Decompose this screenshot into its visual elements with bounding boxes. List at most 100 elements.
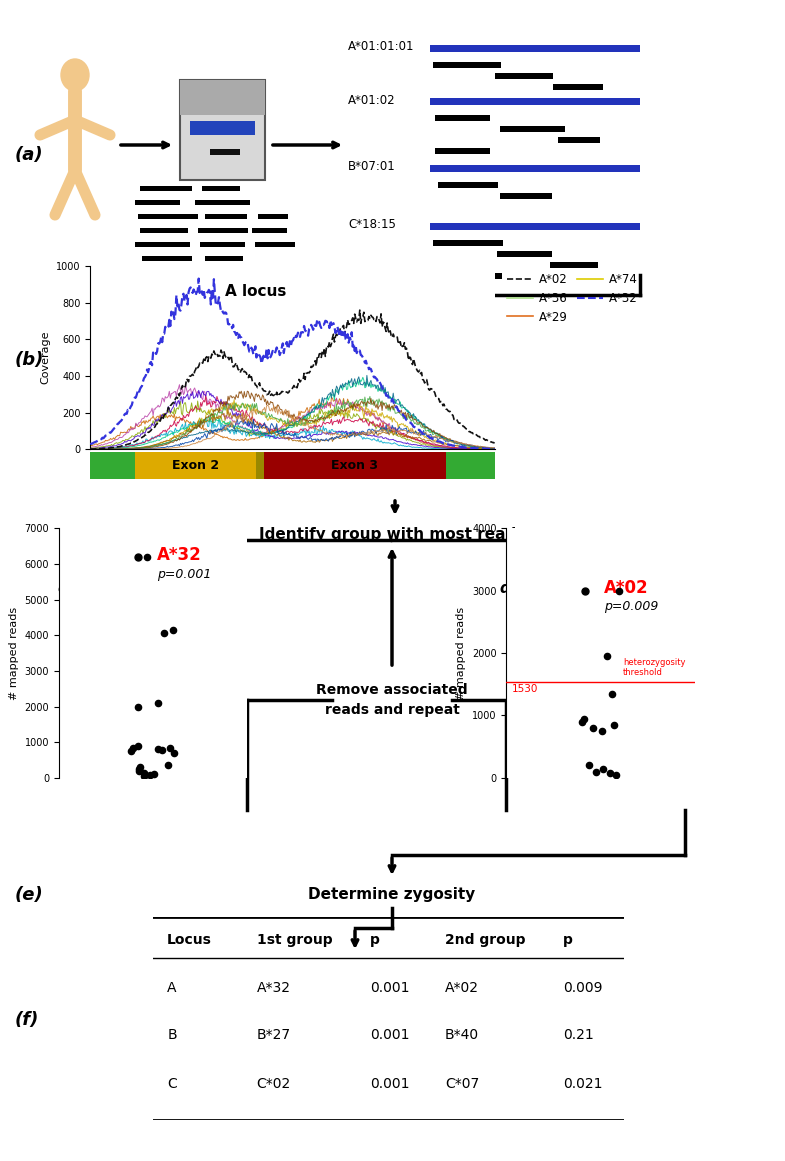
Bar xyxy=(205,214,247,219)
Point xyxy=(613,582,626,600)
Text: Remove associated: Remove associated xyxy=(316,683,468,697)
Bar xyxy=(140,284,188,289)
Text: 1530: 1530 xyxy=(512,684,539,694)
Point xyxy=(152,740,164,758)
Bar xyxy=(205,255,243,261)
Point xyxy=(596,722,608,741)
Bar xyxy=(135,241,190,247)
Point xyxy=(141,548,154,567)
Text: A: A xyxy=(167,981,177,995)
Bar xyxy=(433,62,501,68)
Text: C*18:15: C*18:15 xyxy=(348,218,396,231)
Text: heterozygosity
threshold: heterozygosity threshold xyxy=(623,658,685,677)
Text: reads and repeat: reads and repeat xyxy=(324,704,459,717)
Bar xyxy=(190,121,255,135)
Text: B*27: B*27 xyxy=(257,1027,290,1043)
Text: Exon 2: Exon 2 xyxy=(172,459,219,473)
Point xyxy=(575,713,588,731)
Point xyxy=(578,709,590,728)
Bar xyxy=(495,73,553,79)
Bar xyxy=(497,251,552,257)
Text: 0.001: 0.001 xyxy=(370,981,409,995)
Bar xyxy=(264,452,446,479)
Bar xyxy=(430,223,640,230)
Text: p=0.001: p=0.001 xyxy=(157,568,211,582)
Text: p=0.009: p=0.009 xyxy=(604,600,659,613)
Bar xyxy=(553,84,603,91)
Text: c) iteration 1: c) iteration 1 xyxy=(58,580,170,596)
Text: B: B xyxy=(167,1027,177,1043)
Point xyxy=(125,742,137,760)
Bar xyxy=(256,452,264,479)
Text: A*32: A*32 xyxy=(157,546,202,564)
Bar xyxy=(140,186,192,192)
Bar xyxy=(430,45,640,52)
Point xyxy=(157,625,170,643)
FancyBboxPatch shape xyxy=(180,80,265,180)
Bar xyxy=(250,271,282,275)
Text: 0.021: 0.021 xyxy=(563,1076,602,1091)
Text: (e): (e) xyxy=(15,886,44,904)
Text: p: p xyxy=(563,932,573,946)
Bar xyxy=(140,228,188,233)
Bar xyxy=(446,452,495,479)
Bar xyxy=(258,214,288,219)
Text: p: p xyxy=(370,932,380,946)
Point xyxy=(604,764,616,783)
Point xyxy=(131,736,144,755)
Point xyxy=(609,765,622,784)
Bar xyxy=(135,452,256,479)
Point xyxy=(597,759,609,778)
Point xyxy=(131,698,144,716)
Bar xyxy=(200,284,240,289)
Point xyxy=(138,763,151,781)
Bar xyxy=(198,228,248,233)
Bar xyxy=(550,262,598,268)
Point xyxy=(582,756,595,774)
Point xyxy=(148,765,160,784)
Text: 1st group: 1st group xyxy=(257,932,332,946)
Text: (b): (b) xyxy=(15,351,45,369)
Bar xyxy=(433,240,503,246)
Bar xyxy=(430,165,640,172)
Point xyxy=(168,744,181,763)
Text: 0.21: 0.21 xyxy=(563,1027,593,1043)
Y-axis label: # mapped reads: # mapped reads xyxy=(9,606,19,700)
Point xyxy=(606,684,619,702)
Text: A*01:01:01: A*01:01:01 xyxy=(348,41,414,53)
Text: 0.001: 0.001 xyxy=(370,1027,409,1043)
Bar xyxy=(90,452,135,479)
Point xyxy=(152,693,164,712)
Text: C*02: C*02 xyxy=(257,1076,291,1091)
Point xyxy=(133,759,145,778)
Ellipse shape xyxy=(61,59,89,91)
Text: A*32: A*32 xyxy=(257,981,290,995)
Text: RNA-Seq sequence reads: RNA-Seq sequence reads xyxy=(121,296,279,310)
Point xyxy=(137,766,150,785)
Bar xyxy=(255,241,295,247)
Point xyxy=(586,719,599,737)
Y-axis label: Coverage: Coverage xyxy=(41,331,50,384)
Text: C: C xyxy=(167,1076,177,1091)
Text: A locus: A locus xyxy=(225,284,287,300)
Point xyxy=(144,766,156,785)
Point xyxy=(162,756,174,774)
Bar xyxy=(430,98,640,104)
Bar xyxy=(440,273,502,279)
Text: d) iteration 2: d) iteration 2 xyxy=(500,580,614,596)
Bar xyxy=(558,137,600,143)
Text: A*01:02: A*01:02 xyxy=(348,94,396,107)
Point xyxy=(127,738,140,757)
Bar xyxy=(200,241,245,247)
Bar xyxy=(197,271,249,275)
Point xyxy=(133,762,145,780)
Point xyxy=(590,763,602,781)
Y-axis label: # mapped reads: # mapped reads xyxy=(456,606,466,700)
Text: Identify group with most reads: Identify group with most reads xyxy=(259,527,525,542)
Text: C*07: C*07 xyxy=(445,1076,480,1091)
Bar xyxy=(195,200,250,205)
Text: (a): (a) xyxy=(15,146,44,164)
Text: B*40: B*40 xyxy=(445,1027,479,1043)
Text: 0.001: 0.001 xyxy=(370,1076,409,1091)
Bar xyxy=(435,115,490,121)
